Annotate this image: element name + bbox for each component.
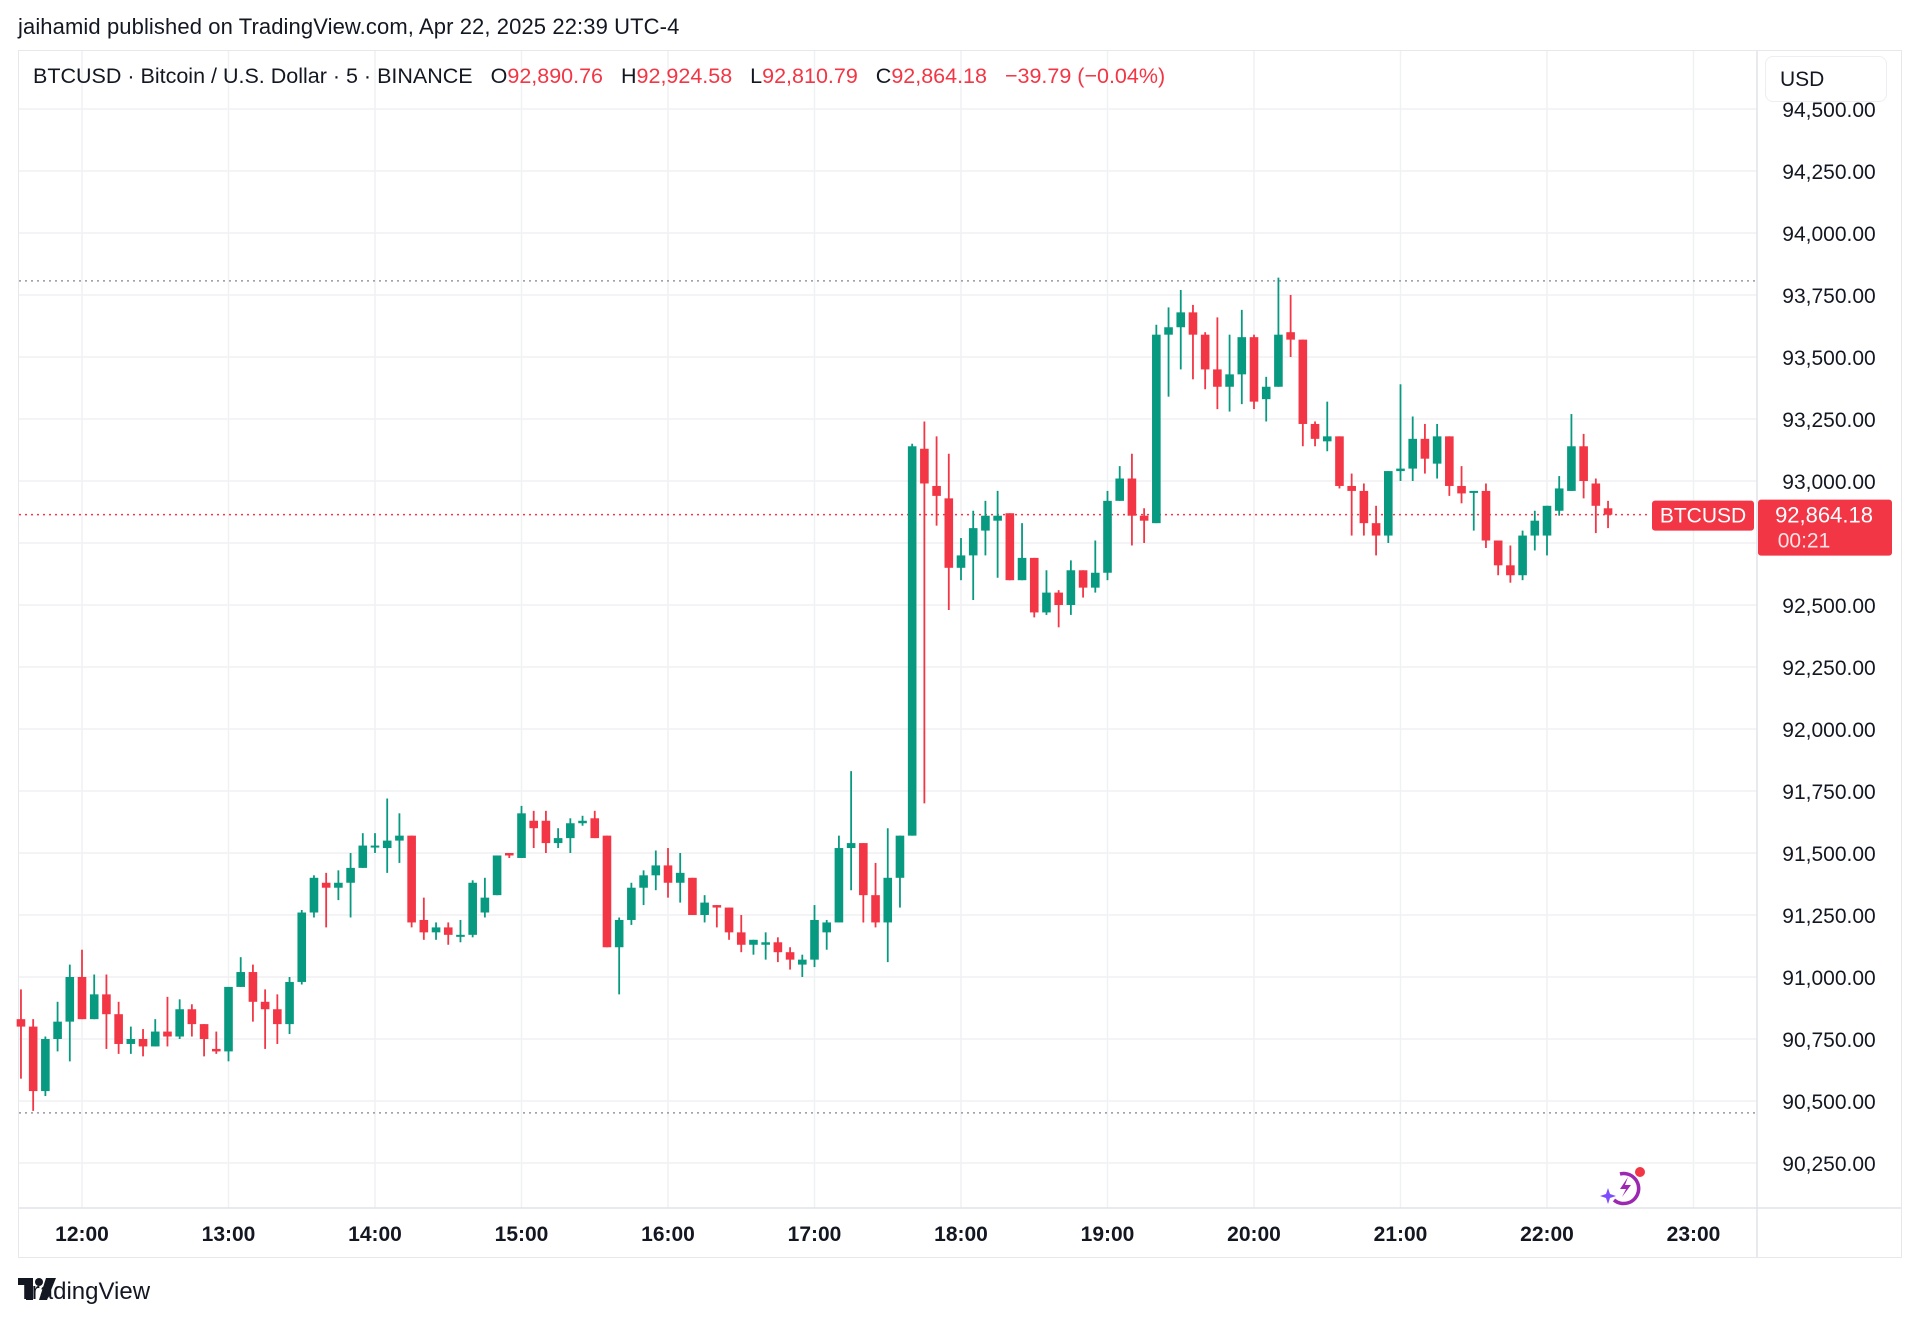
tradingview-logo[interactable]: TradingView (18, 1278, 150, 1306)
symbol-price-tag (1652, 500, 1754, 531)
time-tick: 13:00 (202, 1223, 256, 1246)
time-tick: 23:00 (1667, 1223, 1721, 1246)
price-tick: 92,250.00 (1782, 657, 1875, 680)
high-label: H (621, 64, 637, 88)
time-tick: 16:00 (641, 1223, 695, 1246)
ai-assistant-icon[interactable] (1598, 1164, 1648, 1210)
price-tick: 90,500.00 (1782, 1091, 1875, 1114)
close-label: C (875, 64, 892, 88)
price-tick: 91,750.00 (1782, 781, 1875, 804)
candles (16, 277, 1613, 1111)
price-tick: 91,000.00 (1782, 967, 1875, 990)
price-tick: 91,250.00 (1782, 905, 1875, 928)
price-tick: 93,750.00 (1782, 285, 1875, 308)
open-label: O (490, 64, 508, 88)
time-tick: 18:00 (934, 1223, 988, 1246)
close-value: 92,864.18 (891, 64, 987, 88)
price-tick: 94,000.00 (1782, 223, 1875, 246)
publisher-line: jaihamid published on TradingView.com, A… (18, 14, 680, 39)
time-tick: 12:00 (55, 1223, 109, 1246)
price-tick: 94,500.00 (1782, 99, 1875, 122)
symbol-info[interactable]: BTCUSD · Bitcoin / U.S. Dollar · 5 · BIN… (33, 64, 473, 88)
time-tick: 17:00 (788, 1223, 842, 1246)
last-price-tag (1758, 499, 1892, 556)
low-label: L (750, 64, 763, 88)
time-tick: 14:00 (348, 1223, 402, 1246)
symbol-legend: BTCUSD · Bitcoin / U.S. Dollar · 5 · BIN… (33, 64, 1165, 89)
low-value: 92,810.79 (762, 64, 858, 88)
time-tick: 19:00 (1081, 1223, 1135, 1246)
price-tick: 90,750.00 (1782, 1029, 1875, 1052)
tradingview-logo-icon (18, 1278, 56, 1300)
svg-text:BTCUSD: BTCUSD (1660, 505, 1746, 528)
chart-frame (18, 50, 1902, 1258)
price-tick: 91,500.00 (1782, 843, 1875, 866)
price-tick: 92,500.00 (1782, 595, 1875, 618)
price-tick: 93,250.00 (1782, 409, 1875, 432)
high-value: 92,924.58 (636, 64, 733, 88)
price-tick: 92,000.00 (1782, 719, 1875, 742)
currency-button[interactable]: USD (1765, 56, 1887, 102)
svg-text:92,864.18: 92,864.18 (1775, 503, 1873, 528)
price-tick: 93,000.00 (1782, 471, 1875, 494)
time-tick: 15:00 (495, 1223, 549, 1246)
time-tick: 22:00 (1520, 1223, 1574, 1246)
svg-text:00:21: 00:21 (1778, 530, 1831, 553)
time-tick: 20:00 (1227, 1223, 1281, 1246)
change-value: −39.79 (−0.04%) (1004, 64, 1166, 88)
price-tick: 94,250.00 (1782, 161, 1875, 184)
open-value: 92,890.76 (507, 64, 604, 88)
price-tick: 90,250.00 (1782, 1153, 1875, 1176)
price-tick: 93,500.00 (1782, 347, 1875, 370)
time-tick: 21:00 (1374, 1223, 1428, 1246)
